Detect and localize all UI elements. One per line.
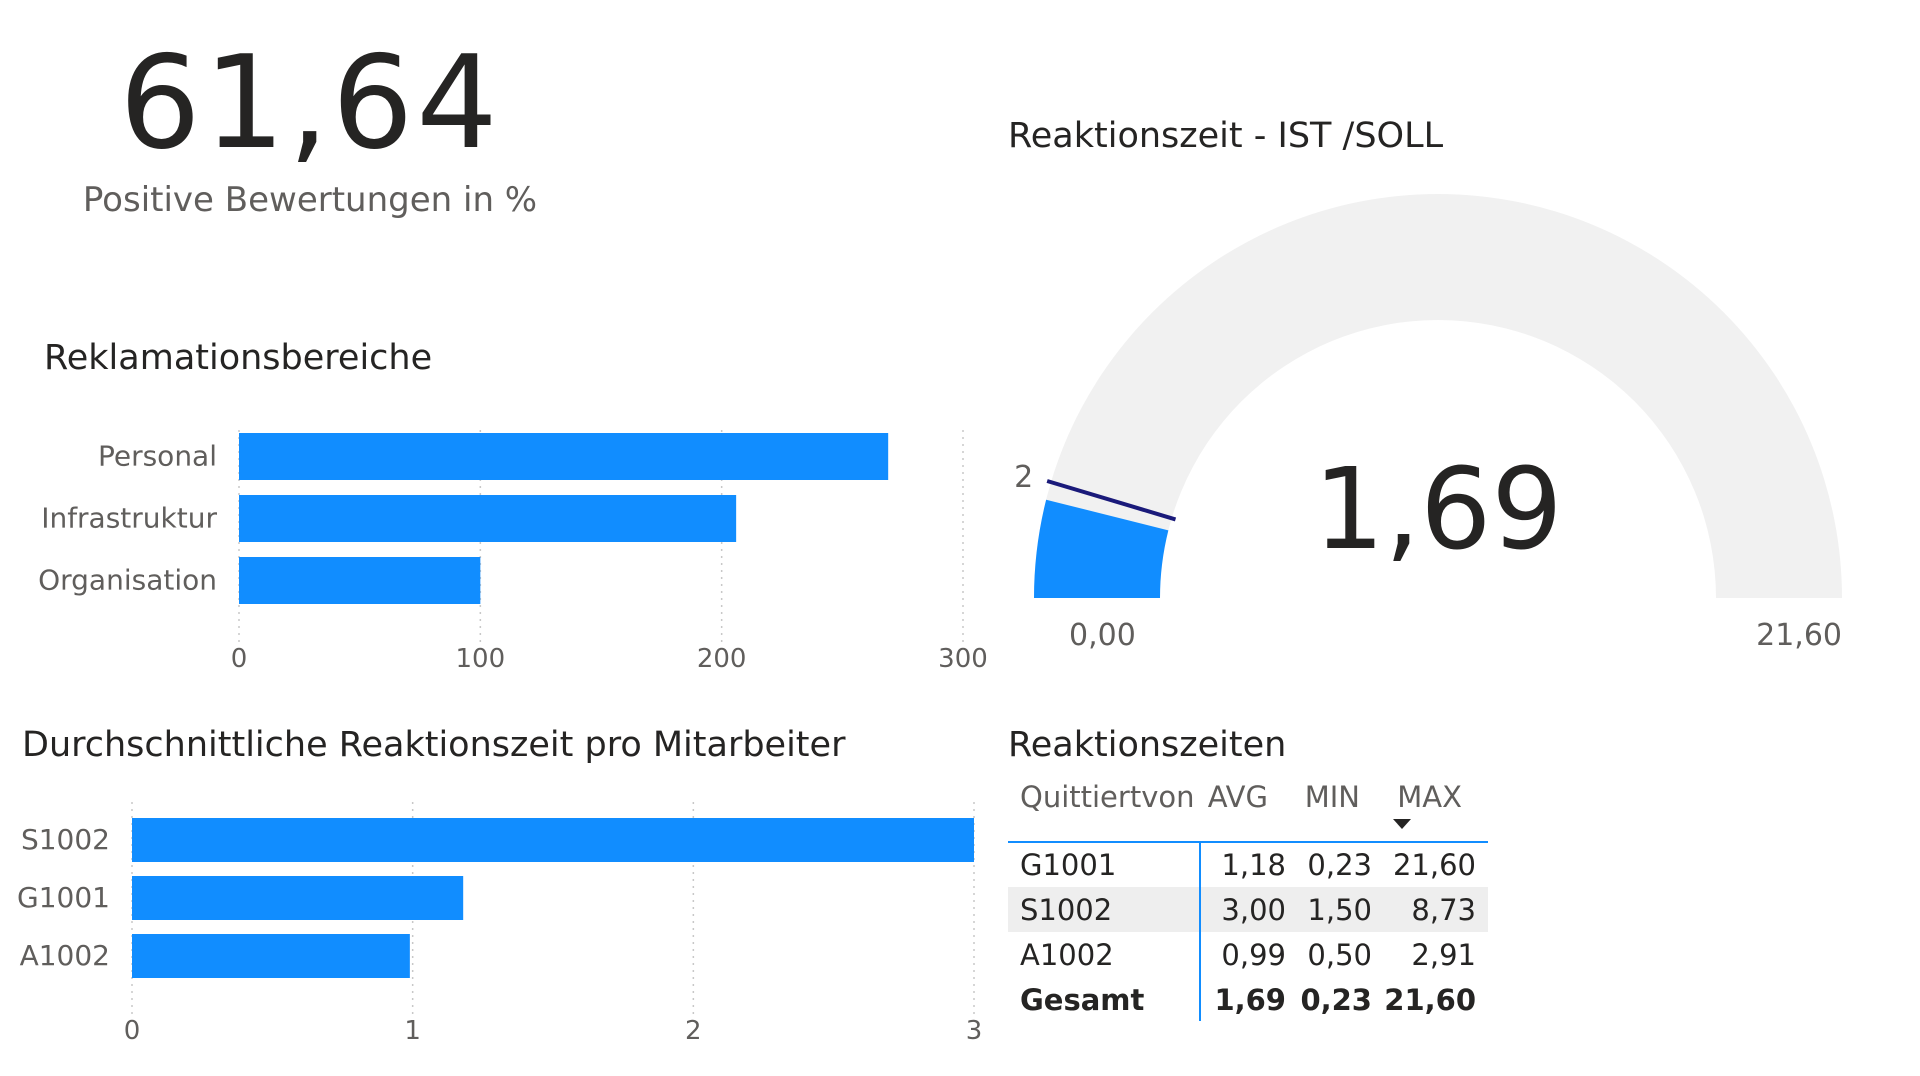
total-max: 21,60 — [1384, 983, 1476, 1017]
bar — [132, 818, 974, 862]
gauge-target-label: 2 — [1014, 460, 1033, 495]
cell-avg: 0,99 — [1221, 938, 1286, 972]
cell-max: 21,60 — [1392, 848, 1476, 882]
cell-max: 8,73 — [1411, 893, 1476, 927]
gauge-value-label: 1,69 — [1313, 445, 1562, 575]
table-title: Reaktionszeiten — [1008, 725, 1287, 765]
x-tick-label: 3 — [966, 1016, 983, 1046]
x-tick-label: 0 — [231, 644, 248, 674]
gauge-title: Reaktionszeit - IST /SOLL — [1008, 116, 1444, 156]
cell-max: 2,91 — [1411, 938, 1476, 972]
x-tick-label: 1 — [404, 1016, 421, 1046]
gauge-max-label: 21,60 — [1756, 618, 1842, 653]
table-total-row: Gesamt 1,69 0,23 21,60 — [1008, 977, 1488, 1022]
cell-quittiertvon: A1002 — [1020, 938, 1114, 972]
bar — [239, 557, 481, 604]
bar — [239, 495, 737, 542]
gauge-chart[interactable]: 2 1,69 0,00 21,60 — [1000, 180, 1920, 680]
header-max[interactable]: MAX — [1397, 780, 1462, 814]
cell-min: 0,23 — [1307, 848, 1372, 882]
gauge-value-arc — [1034, 499, 1169, 598]
header-avg[interactable]: AVG — [1207, 780, 1268, 814]
bar-chart-reklamationsbereiche[interactable]: 0 100 200 300 Personal Infrastruktur Organisat… — [0, 410, 1000, 680]
bar-chart-reaktionszeit-mitarbeiter[interactable]: 0 1 2 3 S1002 G1001 A1002 — [0, 800, 1000, 1050]
table-header: Quittiertvon AVG MIN MAX — [1008, 775, 1488, 843]
gauge-min-label: 0,00 — [1069, 618, 1136, 653]
bar — [132, 876, 464, 920]
table-column-divider — [1199, 841, 1201, 1021]
chart-title-reklamationsbereiche: Reklamationsbereiche — [44, 338, 433, 378]
gauge-track — [1034, 194, 1842, 598]
table-row[interactable]: S1002 3,00 1,50 8,73 — [1008, 887, 1488, 932]
table-row[interactable]: A1002 0,99 0,50 2,91 — [1008, 932, 1488, 977]
header-quittiertvon[interactable]: Quittiertvon — [1020, 780, 1195, 814]
total-avg: 1,69 — [1214, 983, 1286, 1017]
x-tick-label: 0 — [124, 1016, 141, 1046]
kpi-value: 61,64 — [119, 29, 501, 178]
chart-title-reaktionszeit-mitarbeiter: Durchschnittliche Reaktionszeit pro Mita… — [22, 725, 846, 765]
category-label: S1002 — [21, 823, 110, 856]
cell-min: 0,50 — [1307, 938, 1372, 972]
x-tick-label: 2 — [685, 1016, 702, 1046]
x-tick-label: 200 — [697, 644, 747, 674]
category-label: Personal — [98, 440, 217, 473]
cell-avg: 1,18 — [1221, 848, 1286, 882]
cell-quittiertvon: G1001 — [1020, 848, 1117, 882]
total-label: Gesamt — [1020, 983, 1145, 1017]
cell-quittiertvon: S1002 — [1020, 893, 1113, 927]
bar — [239, 433, 889, 480]
category-label: Organisation — [38, 564, 217, 597]
table-row[interactable]: G1001 1,18 0,23 21,60 — [1008, 842, 1488, 887]
x-tick-label: 100 — [456, 644, 506, 674]
gauge-target-line — [1046, 479, 1177, 522]
category-label: G1001 — [17, 881, 110, 914]
cell-min: 1,50 — [1307, 893, 1372, 927]
category-label: A1002 — [20, 939, 110, 972]
header-min[interactable]: MIN — [1304, 780, 1360, 814]
kpi-label: Positive Bewertungen in % — [82, 180, 538, 220]
total-min: 0,23 — [1300, 983, 1372, 1017]
category-label: Infrastruktur — [41, 502, 217, 535]
bar — [132, 934, 410, 978]
x-tick-label: 300 — [938, 644, 988, 674]
sort-descending-icon[interactable] — [1393, 819, 1411, 829]
cell-avg: 3,00 — [1221, 893, 1286, 927]
